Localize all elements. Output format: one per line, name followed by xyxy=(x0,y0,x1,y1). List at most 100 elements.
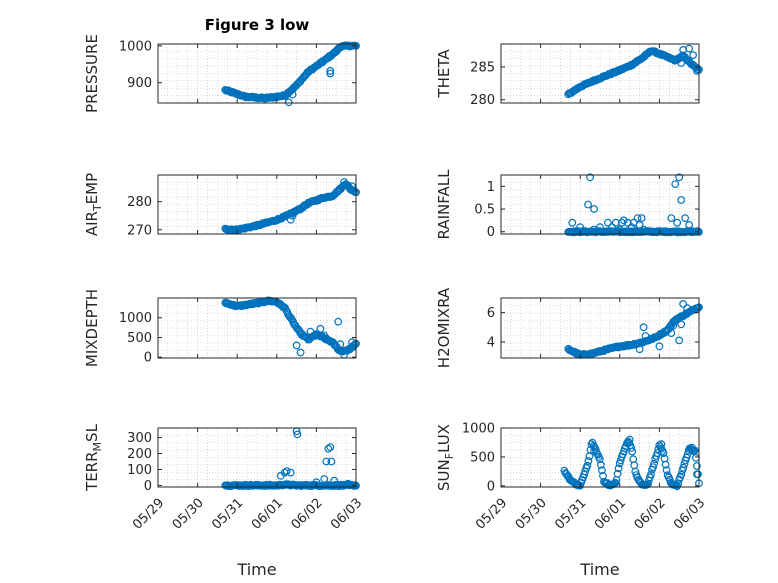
subplot-rainfall: 0 0.5 1 RAINFALL xyxy=(435,169,703,240)
data-point xyxy=(628,447,637,456)
y-tick-label: 300 xyxy=(127,431,152,446)
data-point xyxy=(683,304,691,313)
axes-box xyxy=(500,297,700,359)
x-axis-label: Time xyxy=(579,560,619,579)
data-point xyxy=(597,460,605,469)
data-point xyxy=(584,457,593,465)
y-axis-label: RAINFALL xyxy=(435,169,453,240)
data-point xyxy=(685,44,693,53)
y-axis-label: PRESSURE xyxy=(83,34,101,113)
data-point xyxy=(282,467,291,476)
data-point xyxy=(671,480,679,489)
y-tick-label: 6 xyxy=(487,306,495,321)
data-point xyxy=(685,220,693,229)
data-point xyxy=(688,443,696,452)
y-tick-label: 1000 xyxy=(119,311,152,326)
y-axis-label: MIXDEPTH xyxy=(83,289,101,367)
x-tick-label: 06/03 xyxy=(671,496,708,533)
data-point xyxy=(280,468,289,477)
y-tick-label: 500 xyxy=(127,331,152,346)
y-tick-label: 280 xyxy=(127,195,152,210)
x-tick-label: 05/30 xyxy=(170,496,207,533)
y-tick-label: 500 xyxy=(470,450,495,465)
subplot-air: 270 280 AIRTEMP xyxy=(83,173,360,238)
x-tick-label: 06/02 xyxy=(289,496,326,533)
axes-box xyxy=(157,297,357,359)
data-point xyxy=(625,435,634,444)
chart-title: Figure 3 low xyxy=(205,16,310,34)
data-point xyxy=(320,475,329,483)
data-point xyxy=(613,469,622,478)
data-point xyxy=(288,90,297,99)
x-tick-label: 06/01 xyxy=(249,496,286,533)
data-point xyxy=(669,321,678,330)
data-point xyxy=(661,460,670,469)
y-tick-label: 1 xyxy=(487,180,495,195)
y-tick-label: 0 xyxy=(144,479,152,494)
data-point xyxy=(639,323,648,332)
data-point xyxy=(568,218,577,227)
subplot-theta: 280 285 THETA xyxy=(435,43,703,108)
data-point xyxy=(671,180,680,189)
y-tick-label: 200 xyxy=(127,447,152,462)
data-point xyxy=(336,340,345,349)
data-point xyxy=(350,186,358,195)
data-point xyxy=(286,468,295,477)
x-tick-label: 05/31 xyxy=(209,496,246,533)
y-tick-label: 0 xyxy=(487,225,495,240)
data-point xyxy=(288,211,297,220)
data-point xyxy=(673,218,682,227)
axes-box xyxy=(500,43,700,104)
y-tick-label: 285 xyxy=(470,60,495,75)
x-tick-label: 06/02 xyxy=(632,496,669,533)
data-point xyxy=(637,214,646,223)
data-point xyxy=(677,470,686,479)
data-point xyxy=(340,178,349,186)
y-tick-label: 900 xyxy=(127,76,152,91)
data-point xyxy=(649,463,657,472)
data-point xyxy=(324,444,333,453)
data-point xyxy=(327,457,336,466)
y-tick-label: 270 xyxy=(127,223,152,238)
data-point xyxy=(620,447,628,456)
data-point xyxy=(677,59,686,67)
data-point xyxy=(296,348,305,357)
data-point xyxy=(318,57,327,66)
subplot-mixdepth: 0 500 1000 MIXDEPTH xyxy=(83,289,360,367)
data-point xyxy=(590,205,598,213)
data-point xyxy=(659,449,668,458)
data-point xyxy=(693,462,701,470)
data-point xyxy=(330,476,339,485)
y-tick-label: 4 xyxy=(487,335,495,350)
data-point xyxy=(624,437,632,446)
data-point xyxy=(614,464,623,473)
axes-box xyxy=(157,43,357,104)
data-point xyxy=(286,215,295,224)
y-tick-label: 0.5 xyxy=(474,203,495,218)
data-point xyxy=(675,173,684,182)
y-axis-label: H2OMIXRA xyxy=(435,287,453,368)
data-point xyxy=(595,455,604,464)
data-point xyxy=(657,440,666,449)
y-tick-label: 1000 xyxy=(119,39,152,54)
data-point xyxy=(677,196,686,204)
data-point xyxy=(334,317,343,326)
data-point xyxy=(293,430,302,439)
data-point xyxy=(619,216,628,225)
data-point xyxy=(292,341,301,350)
data-point xyxy=(598,466,606,475)
data-point xyxy=(617,218,626,227)
data-point xyxy=(693,470,701,479)
y-axis-label: AIRTEMP xyxy=(83,173,104,236)
data-point xyxy=(639,225,648,234)
data-point xyxy=(348,182,356,191)
data-point xyxy=(348,338,356,347)
data-point xyxy=(689,51,697,59)
data-point xyxy=(580,470,589,479)
data-point xyxy=(627,223,636,232)
axes-box xyxy=(157,427,357,488)
data-point xyxy=(662,466,671,475)
x-tick-label: 05/30 xyxy=(513,496,550,533)
